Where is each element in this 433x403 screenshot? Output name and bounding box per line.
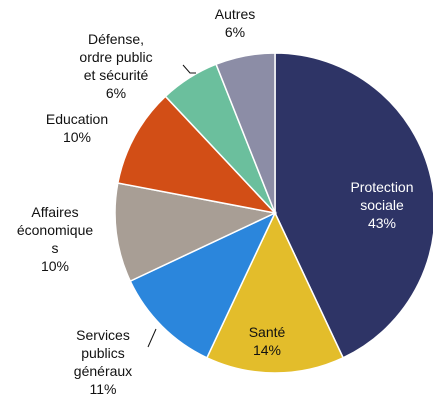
pie-slice-sante: [205, 211, 345, 374]
pie-slices: [114, 52, 433, 374]
slice-label-sante: Santé 14%: [249, 324, 286, 358]
leader-lines: [147, 64, 196, 348]
slice-label-protection-sociale: Protection sociale 43%: [350, 179, 413, 231]
slice-label-line: publics: [81, 345, 125, 361]
slice-label-services-publics-generaux: Services publics généraux 11%: [74, 327, 132, 397]
leader-line-services-publics-generaux: [147, 328, 157, 348]
slice-label-defense-ordre-public-et-securite: Défense, ordre public et sécurité 6%: [79, 31, 152, 101]
slice-label-line: généraux: [74, 363, 132, 379]
slice-label-line: 6%: [225, 24, 245, 40]
pie-slice-affaires-economiques: [114, 182, 278, 283]
slice-label-autres: Autres 6%: [215, 6, 255, 40]
slice-labels: Protection sociale 43% Santé 14% Services publ…: [17, 6, 414, 397]
slice-label-line: économique: [17, 222, 93, 238]
pie-slice-services-publics-generaux: [129, 211, 277, 359]
slice-label-line: 6%: [106, 85, 126, 101]
slice-label-line: 10%: [63, 129, 91, 145]
slice-label-line: Education: [46, 111, 108, 127]
slice-label-line: sociale: [360, 197, 404, 213]
slice-label-line: Autres: [215, 6, 255, 22]
slice-label-line: Protection: [350, 179, 413, 195]
pie-slice-education: [116, 95, 278, 215]
slice-label-line: 14%: [253, 342, 281, 358]
slice-label-line: Défense,: [88, 31, 144, 47]
slice-label-affaires-economiques: Affaires économique s 10%: [17, 204, 93, 274]
leader-line-defense-ordre-public-et-securite: [182, 64, 196, 74]
pie-slice-protection-sociale: [274, 52, 433, 359]
slice-label-line: ordre public: [79, 49, 152, 65]
slice-label-line: 10%: [41, 258, 69, 274]
pie-slice-autres: [215, 52, 276, 214]
slice-label-line: Services: [76, 327, 130, 343]
slice-label-line: s: [52, 240, 59, 256]
slice-label-line: et sécurité: [84, 67, 149, 83]
slice-label-line: 43%: [368, 215, 396, 231]
slice-label-line: 11%: [90, 381, 117, 397]
slice-label-line: Affaires: [31, 204, 78, 220]
slice-label-education: Education 10%: [46, 111, 108, 145]
slice-label-line: Santé: [249, 324, 286, 340]
